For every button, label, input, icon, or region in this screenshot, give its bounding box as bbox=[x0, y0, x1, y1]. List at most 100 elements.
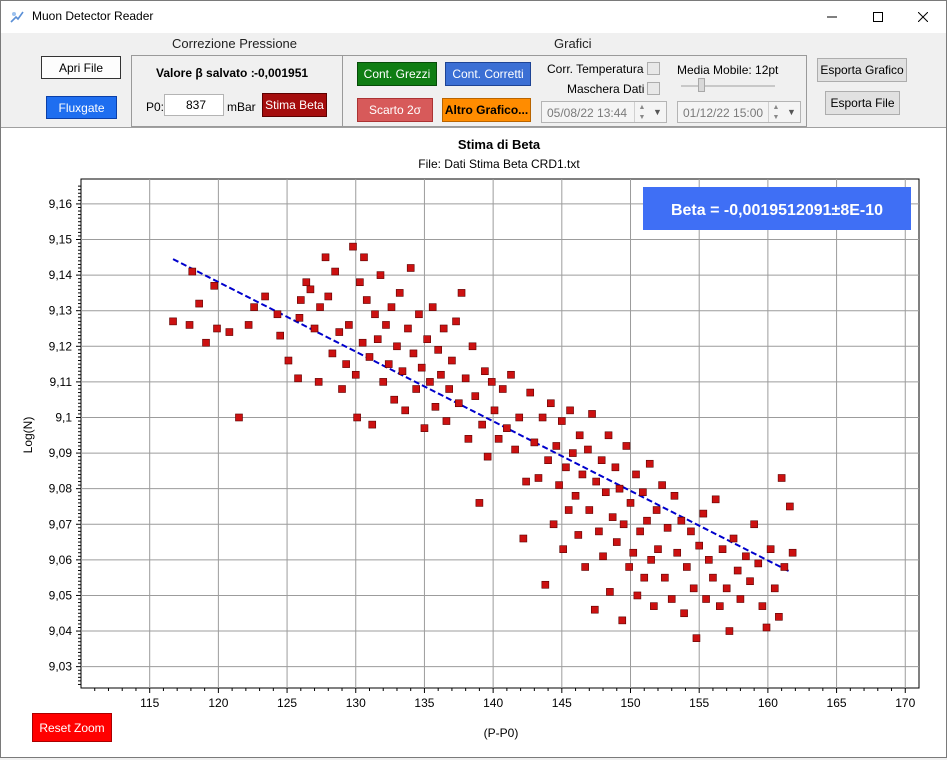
x-tick-label: 160 bbox=[758, 696, 778, 710]
spin-down-icon[interactable]: ▼ bbox=[772, 113, 780, 121]
date-end-spinner[interactable]: ▲ ▼ bbox=[768, 102, 783, 122]
pressure-group-title: Correzione Pressione bbox=[172, 36, 298, 51]
scarto-button[interactable]: Scarto 2σ bbox=[357, 98, 433, 122]
fluxgate-button[interactable]: Fluxgate bbox=[46, 96, 117, 119]
saved-beta-value: -0,001951 bbox=[254, 66, 309, 80]
chevron-down-icon[interactable]: ▼ bbox=[653, 107, 662, 117]
x-tick-label: 165 bbox=[827, 696, 847, 710]
data-point bbox=[549, 520, 558, 529]
y-tick-label: 9,14 bbox=[49, 268, 73, 282]
x-tick-label: 125 bbox=[277, 696, 297, 710]
data-point bbox=[615, 484, 624, 493]
data-point bbox=[709, 573, 717, 582]
data-point bbox=[562, 463, 570, 472]
y-tick-label: 9,09 bbox=[49, 446, 73, 460]
minimize-button[interactable] bbox=[809, 1, 855, 33]
chevron-down-icon[interactable]: ▼ bbox=[787, 107, 796, 117]
corr-temp-checkbox[interactable] bbox=[647, 62, 660, 75]
date-start-spinner[interactable]: ▲ ▼ bbox=[634, 102, 649, 122]
data-point bbox=[431, 403, 440, 411]
data-point bbox=[321, 253, 330, 262]
trend-line bbox=[172, 258, 791, 573]
data-point bbox=[314, 378, 323, 386]
plot-area[interactable] bbox=[80, 178, 920, 689]
data-point bbox=[584, 445, 592, 454]
data-point bbox=[663, 524, 672, 532]
date-end-picker[interactable]: 01/12/22 15:00 ▲ ▼ ▼ bbox=[677, 101, 801, 123]
data-point bbox=[273, 310, 282, 319]
data-point bbox=[552, 442, 561, 450]
x-tick-label: 155 bbox=[689, 696, 709, 710]
data-point bbox=[534, 474, 543, 482]
data-point bbox=[639, 488, 647, 497]
axis-ticks: 115 120 125 130 135 140 145 150 155 160 165 170 9,03… bbox=[49, 185, 916, 710]
altro-grafico-button[interactable]: Altro Grafico... bbox=[442, 98, 531, 122]
p0-input[interactable]: 837 bbox=[164, 94, 224, 116]
data-point bbox=[420, 424, 429, 432]
spin-up-icon[interactable]: ▲ bbox=[772, 103, 780, 111]
data-point bbox=[511, 445, 519, 454]
data-point bbox=[406, 264, 415, 272]
data-point bbox=[507, 370, 515, 379]
data-point bbox=[342, 360, 350, 368]
export-chart-button[interactable]: Esporta Grafico bbox=[817, 58, 907, 82]
data-point bbox=[331, 267, 339, 276]
close-window-button[interactable] bbox=[900, 1, 946, 33]
data-point bbox=[526, 388, 535, 397]
data-point bbox=[541, 580, 550, 589]
data-points bbox=[169, 242, 797, 642]
data-point bbox=[574, 531, 583, 539]
cont-corretti-button[interactable]: Cont. Corretti bbox=[445, 62, 531, 86]
data-point bbox=[571, 491, 580, 500]
data-point bbox=[185, 321, 194, 329]
data-point bbox=[581, 563, 589, 571]
y-tick-label: 9,08 bbox=[49, 482, 73, 496]
moving-avg-slider[interactable] bbox=[681, 85, 775, 87]
data-point bbox=[261, 292, 269, 301]
data-point bbox=[415, 310, 423, 319]
data-point bbox=[471, 392, 480, 400]
p0-unit: mBar bbox=[227, 100, 256, 114]
data-point bbox=[680, 609, 688, 618]
x-tick-label: 150 bbox=[620, 696, 640, 710]
data-point bbox=[349, 242, 357, 251]
open-file-button[interactable]: Apri File bbox=[41, 56, 121, 79]
moving-avg-slider-thumb[interactable] bbox=[698, 78, 705, 92]
scatter-chart[interactable]: Stima di Beta File: Dati Stima Beta CRD1… bbox=[1, 128, 946, 757]
x-axis-label: (P-P0) bbox=[484, 726, 519, 740]
data-point bbox=[442, 417, 451, 425]
spin-up-icon[interactable]: ▲ bbox=[638, 103, 646, 111]
data-point bbox=[636, 527, 644, 536]
data-point bbox=[590, 605, 599, 614]
data-point bbox=[235, 413, 243, 422]
reset-zoom-button[interactable]: Reset Zoom bbox=[32, 713, 112, 742]
stima-beta-button[interactable]: Stima Beta bbox=[262, 93, 327, 117]
data-point bbox=[725, 627, 734, 635]
data-point bbox=[464, 435, 473, 443]
data-point bbox=[244, 321, 253, 329]
data-point bbox=[670, 491, 679, 500]
y-tick-label: 9,04 bbox=[49, 624, 73, 638]
data-point bbox=[645, 459, 654, 468]
data-point bbox=[434, 346, 442, 354]
data-point bbox=[358, 338, 367, 347]
y-tick-label: 9,07 bbox=[49, 517, 73, 531]
date-start-picker[interactable]: 05/08/22 13:44 ▲ ▼ ▼ bbox=[541, 101, 667, 123]
maximize-button[interactable] bbox=[855, 1, 901, 33]
cont-grezzi-button[interactable]: Cont. Grezzi bbox=[357, 62, 437, 86]
data-point bbox=[544, 456, 552, 464]
chart-panel[interactable]: Stima di Beta File: Dati Stima Beta CRD1… bbox=[1, 128, 946, 757]
data-point bbox=[588, 410, 596, 418]
export-file-button[interactable]: Esporta File bbox=[825, 91, 900, 115]
data-point bbox=[647, 556, 655, 564]
x-tick-label: 145 bbox=[552, 696, 572, 710]
spin-down-icon[interactable]: ▼ bbox=[638, 113, 646, 121]
data-point bbox=[384, 360, 393, 368]
moving-avg-label: Media Mobile: 12pt bbox=[677, 63, 779, 77]
data-point bbox=[387, 303, 396, 311]
data-point bbox=[601, 488, 610, 497]
y-tick-label: 9,11 bbox=[50, 375, 73, 389]
data-point bbox=[538, 413, 547, 422]
data-point bbox=[360, 253, 368, 262]
mask-checkbox[interactable] bbox=[647, 82, 660, 95]
